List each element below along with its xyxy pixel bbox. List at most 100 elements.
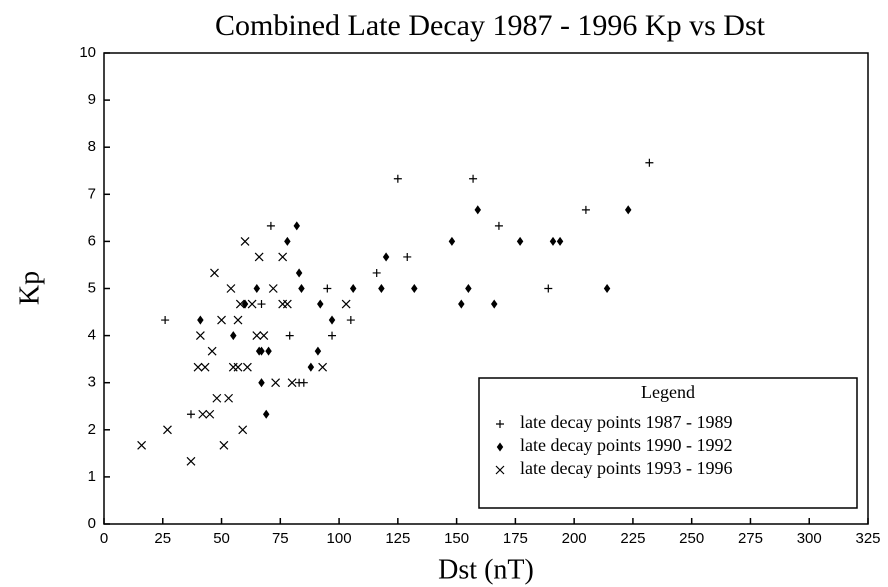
point: [318, 362, 328, 372]
point: [252, 331, 262, 341]
point: [490, 299, 498, 309]
y-tick-label: 8: [88, 138, 96, 155]
y-tick-label: 10: [79, 44, 96, 61]
x-tick-label: 25: [154, 530, 171, 547]
point: [230, 331, 237, 341]
point: [465, 283, 472, 294]
x-tick-label: 50: [213, 530, 230, 547]
y-axis-label: Kp: [14, 271, 45, 305]
point: [282, 299, 292, 309]
x-tick-label: 275: [738, 530, 763, 547]
point: [186, 456, 196, 466]
point: [258, 378, 265, 388]
point: [469, 174, 478, 183]
legend-marker: [496, 420, 504, 428]
x-tick-label: 325: [855, 530, 880, 547]
x-tick-label: 0: [100, 530, 108, 547]
y-tick-label: 0: [88, 515, 96, 532]
point: [317, 299, 324, 309]
point: [474, 205, 482, 215]
point: [544, 284, 553, 293]
x-axis-label: Dst (nT): [438, 554, 534, 585]
point: [254, 252, 264, 262]
legend-marker: [495, 465, 505, 475]
point: [378, 283, 385, 294]
point: [268, 284, 278, 293]
point: [448, 236, 456, 246]
point: [284, 236, 291, 246]
point: [193, 362, 203, 372]
point: [224, 393, 234, 403]
point: [253, 283, 261, 294]
legend-marker: [496, 442, 504, 452]
point: [603, 283, 611, 294]
point: [403, 252, 412, 261]
chart-title: Combined Late Decay 1987 - 1996 Kp vs Ds…: [215, 9, 766, 42]
point: [346, 316, 355, 325]
point: [349, 283, 357, 294]
point: [298, 283, 305, 294]
point: [247, 299, 257, 309]
point: [516, 236, 524, 246]
x-tick-label: 150: [444, 530, 469, 547]
point: [137, 440, 147, 450]
point: [163, 425, 172, 435]
point: [549, 236, 557, 246]
point: [205, 409, 215, 419]
point: [266, 221, 275, 230]
legend-label: late decay points 1987 - 1989: [520, 412, 732, 432]
y-tick-label: 3: [88, 374, 96, 391]
point: [219, 440, 229, 450]
point: [210, 268, 219, 278]
point: [240, 236, 250, 246]
x-tick-label: 175: [503, 530, 528, 547]
point: [624, 205, 632, 215]
point: [233, 315, 243, 325]
point: [197, 315, 204, 325]
point: [258, 346, 265, 356]
point: [372, 268, 381, 277]
point: [265, 346, 272, 356]
x-tick-label: 250: [679, 530, 704, 547]
point: [458, 299, 465, 309]
y-tick-label: 2: [88, 421, 96, 438]
point: [161, 316, 170, 325]
point: [200, 362, 210, 372]
y-tick-label: 5: [88, 279, 96, 296]
y-tick-label: 7: [88, 185, 96, 202]
x-tick-label: 200: [562, 530, 587, 547]
point: [299, 378, 308, 387]
point: [393, 174, 402, 183]
legend-label: late decay points 1990 - 1992: [520, 435, 732, 455]
point: [382, 252, 390, 262]
legend-box: [478, 377, 858, 509]
point: [287, 378, 297, 388]
point: [241, 299, 249, 309]
x-tick-label: 225: [620, 530, 645, 547]
point: [295, 268, 303, 278]
legend-label: late decay points 1993 - 1996: [520, 458, 732, 478]
point: [285, 331, 294, 340]
y-tick-label: 6: [88, 232, 96, 249]
point: [323, 284, 332, 293]
point: [581, 205, 590, 214]
point: [235, 299, 245, 309]
point: [186, 410, 195, 419]
point: [198, 409, 208, 419]
point: [195, 331, 205, 341]
point: [278, 252, 288, 262]
x-tick-label: 75: [272, 530, 289, 547]
point: [226, 284, 236, 293]
point: [556, 236, 564, 246]
point: [314, 346, 322, 356]
point: [238, 425, 248, 435]
point: [228, 362, 238, 372]
point: [212, 393, 222, 403]
point: [262, 409, 270, 419]
point: [307, 362, 315, 372]
point: [257, 300, 266, 309]
point: [293, 221, 301, 231]
point: [328, 315, 336, 325]
point: [217, 315, 226, 325]
